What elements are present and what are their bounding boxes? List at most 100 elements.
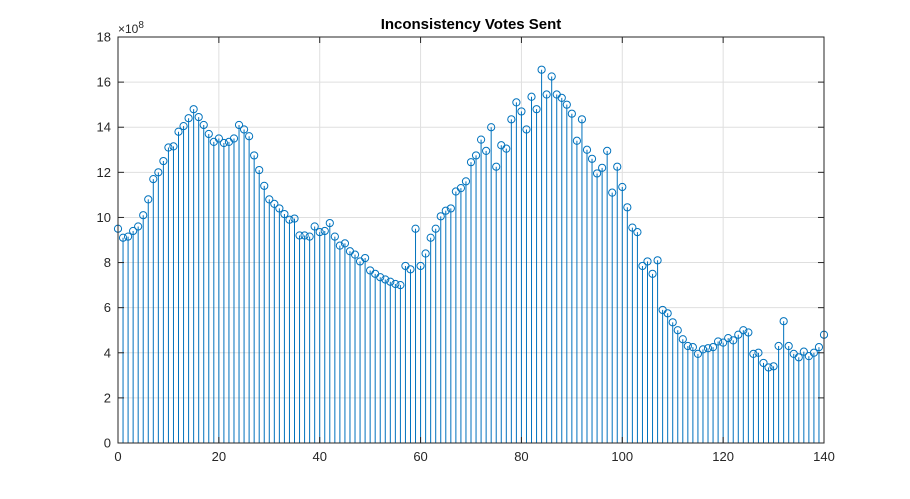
stem-marker — [350, 250, 360, 259]
stem-marker — [285, 215, 294, 224]
stem-marker — [542, 90, 551, 99]
stem-marker — [487, 123, 496, 132]
x-tick-label: 20 — [212, 449, 226, 464]
stem-marker — [648, 269, 657, 278]
stem-marker — [245, 132, 254, 141]
stem-marker — [502, 144, 511, 153]
y-tick-label: 0 — [104, 436, 111, 451]
stem-marker — [456, 184, 466, 193]
stem-marker — [482, 146, 491, 156]
stem-marker — [280, 209, 289, 219]
stem-marker — [396, 281, 405, 290]
y-exponent-base: ×10 — [118, 22, 139, 36]
stem-marker — [592, 169, 602, 178]
stem-marker — [653, 256, 662, 265]
y-tick-label: 10 — [97, 210, 111, 225]
stem-marker — [325, 218, 334, 228]
stem-marker — [703, 344, 713, 353]
stem-marker — [507, 115, 516, 124]
stem-marker — [255, 165, 264, 175]
stem-marker — [577, 115, 587, 124]
x-tick-label: 120 — [712, 449, 734, 464]
x-tick-label: 80 — [514, 449, 528, 464]
stem-marker — [214, 134, 223, 143]
stem-marker — [673, 326, 682, 335]
y-exponent-power: 8 — [138, 20, 144, 31]
stem-marker — [300, 231, 309, 240]
stem-marker — [729, 336, 738, 345]
stem-marker — [386, 277, 395, 286]
y-tick-label: 12 — [97, 165, 111, 180]
x-tick-label: 40 — [312, 449, 326, 464]
stem-marker — [189, 105, 198, 114]
stem-marker — [562, 100, 571, 109]
stem-marker — [199, 120, 208, 130]
stem-marker — [799, 347, 808, 356]
stem-marker — [572, 136, 582, 145]
x-tick-label: 100 — [611, 449, 633, 464]
stem-marker — [320, 226, 329, 236]
stem-marker — [149, 175, 158, 184]
stem-marker — [421, 249, 430, 258]
stem-marker — [587, 154, 597, 163]
stem-marker — [643, 257, 652, 266]
stem-marker — [310, 222, 319, 231]
stem-marker — [784, 341, 793, 351]
stem-marker — [361, 253, 370, 263]
stem-marker — [724, 334, 733, 343]
stem-marker — [239, 125, 249, 134]
x-tick-label: 60 — [413, 449, 427, 464]
stem-marker — [123, 232, 133, 241]
stem-marker — [714, 337, 723, 346]
y-tick-label: 6 — [104, 300, 111, 315]
y-tick-label: 14 — [97, 120, 111, 135]
stem-marker — [582, 145, 592, 154]
y-tick-label: 2 — [104, 390, 111, 405]
stem-marker — [623, 203, 632, 212]
stem-marker — [315, 228, 324, 237]
stem-marker — [603, 146, 612, 156]
y-tick-label: 8 — [104, 255, 111, 270]
stem-marker — [118, 233, 128, 242]
stem-marker — [376, 273, 385, 282]
stem-marker — [436, 212, 445, 221]
stem-marker — [174, 127, 183, 136]
y-tick-label: 4 — [104, 345, 111, 360]
stem-marker — [406, 265, 415, 274]
stem-marker — [330, 232, 339, 241]
stem-marker — [194, 112, 203, 122]
stem-marker — [527, 92, 536, 101]
stem-marker — [613, 162, 622, 171]
stem-marker — [739, 326, 748, 335]
stem-marker — [305, 232, 314, 241]
axes — [117, 36, 825, 444]
stem-marker — [229, 134, 239, 143]
stem-marker — [391, 279, 400, 289]
stem-marker — [779, 317, 788, 326]
stem-marker — [431, 224, 440, 233]
stem-marker — [179, 121, 188, 131]
stem-marker — [411, 224, 420, 233]
stem-marker — [693, 349, 703, 359]
stem-marker — [628, 223, 637, 232]
stem-marker — [678, 335, 687, 344]
stem-marker — [234, 120, 244, 130]
stem-marker — [335, 241, 344, 250]
tick-labels: 0 20 40 60 80 100 120 140 0 2 4 6 8 10 12 14 16 18 — [97, 30, 835, 465]
stem-marker — [416, 261, 425, 271]
stem-marker — [184, 114, 193, 123]
stem-marker — [532, 105, 541, 114]
stem-marker — [749, 349, 758, 359]
stem-marker — [290, 214, 299, 223]
stem-marker — [159, 156, 168, 166]
stem-marker — [633, 228, 642, 237]
stem-marker — [769, 362, 778, 371]
stem-marker — [466, 158, 476, 167]
stem-marker — [608, 188, 617, 197]
stem-marker — [764, 363, 773, 372]
x-tick-label: 140 — [813, 449, 835, 464]
stem-marker — [144, 195, 153, 204]
stem-marker — [683, 341, 692, 351]
axes-box — [117, 36, 825, 444]
stem-marker — [446, 204, 455, 213]
